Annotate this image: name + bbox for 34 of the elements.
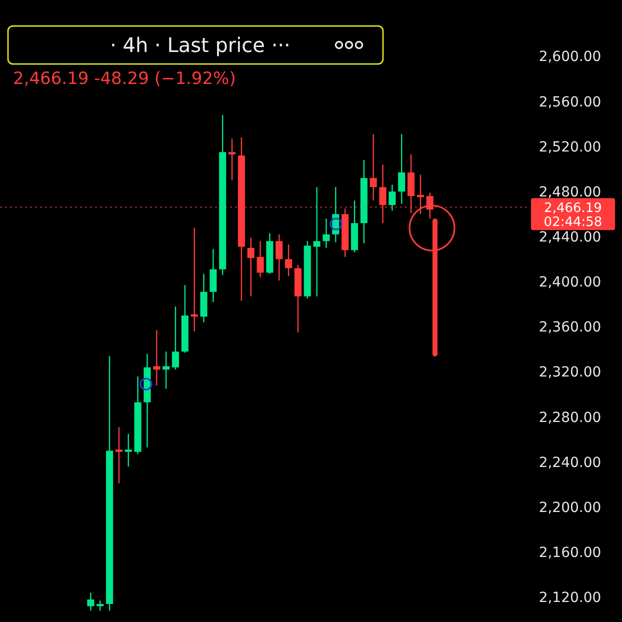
candlestick	[153, 330, 160, 386]
candlestick	[115, 426, 122, 484]
candlestick	[388, 184, 396, 212]
y-tick-label: 2,200.00	[538, 500, 602, 516]
candlestick	[162, 350, 170, 390]
y-tick-label: 2,280.00	[538, 410, 602, 426]
candlestick	[124, 433, 132, 468]
text: · 4h · Last price ···	[110, 33, 290, 57]
y-tick-label: 2,160.00	[538, 545, 602, 562]
candlestick	[322, 218, 330, 248]
y-tick-label: 2,600.00	[538, 49, 602, 66]
candlestick	[247, 237, 254, 297]
candlestick	[256, 240, 264, 278]
y-tick-label: 2,400.00	[538, 274, 602, 291]
candlestick	[285, 244, 292, 277]
candlestick	[276, 234, 283, 282]
text: 02:44:58	[544, 215, 602, 230]
y-tick-label: 2,360.00	[538, 320, 602, 336]
y-tick-label: 2,440.00	[538, 230, 602, 246]
y-tick-label: 2,480.00	[538, 184, 602, 200]
text: 2,466.19 -48.29 (−1.92%)	[13, 69, 236, 89]
candlestick	[370, 133, 377, 202]
candlestick	[172, 306, 180, 370]
y-tick-label: 2,320.00	[538, 364, 602, 381]
y-tick-label: 2,520.00	[538, 139, 602, 156]
candlestick	[210, 248, 217, 303]
ref-line-label: 2,466.19	[544, 201, 602, 216]
y-tick-label: 2,240.00	[538, 454, 602, 471]
candlestick	[398, 133, 406, 205]
candlestick	[313, 186, 320, 297]
candlestick	[87, 592, 94, 612]
y-tick-label: 2,560.00	[538, 94, 602, 110]
y-tick-label: 2,120.00	[538, 590, 602, 606]
candlestick	[228, 138, 236, 181]
